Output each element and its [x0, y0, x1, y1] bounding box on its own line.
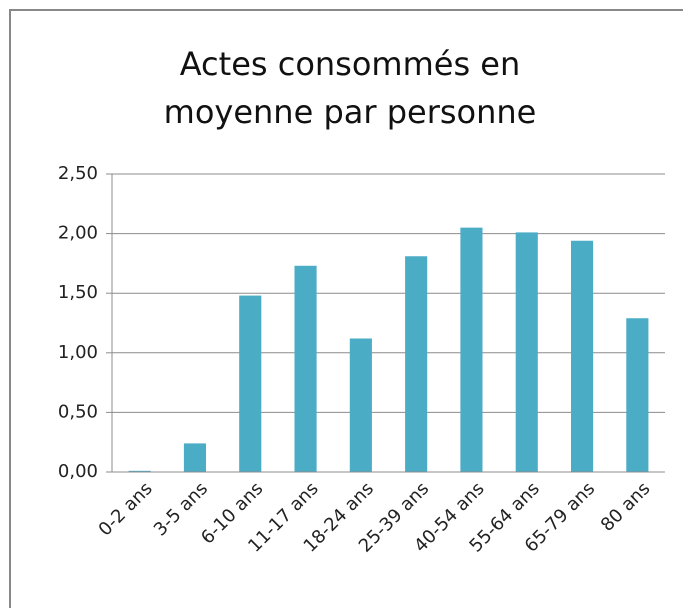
y-tick-label: 2,50 — [58, 163, 98, 184]
x-tick-label: 0-2 ans — [95, 478, 157, 540]
bar — [515, 232, 538, 472]
bar — [460, 227, 483, 472]
bar — [405, 256, 428, 472]
chart-title: Actes consommés en moyenne par personne — [163, 45, 537, 131]
bar — [128, 470, 151, 472]
bar — [294, 265, 317, 472]
bar — [570, 240, 594, 472]
y-tick-label: 1,00 — [58, 342, 98, 363]
x-tick-label: 80 ans — [597, 478, 655, 536]
chart-frame — [9, 9, 683, 608]
bar — [626, 318, 649, 472]
y-tick-label: 0,00 — [58, 461, 98, 482]
bar — [349, 338, 372, 472]
y-tick-label: 2,00 — [58, 223, 98, 244]
bar — [239, 295, 262, 472]
bar — [183, 443, 207, 472]
y-tick-label: 0,50 — [58, 401, 98, 422]
y-tick-label: 1,50 — [58, 282, 98, 303]
